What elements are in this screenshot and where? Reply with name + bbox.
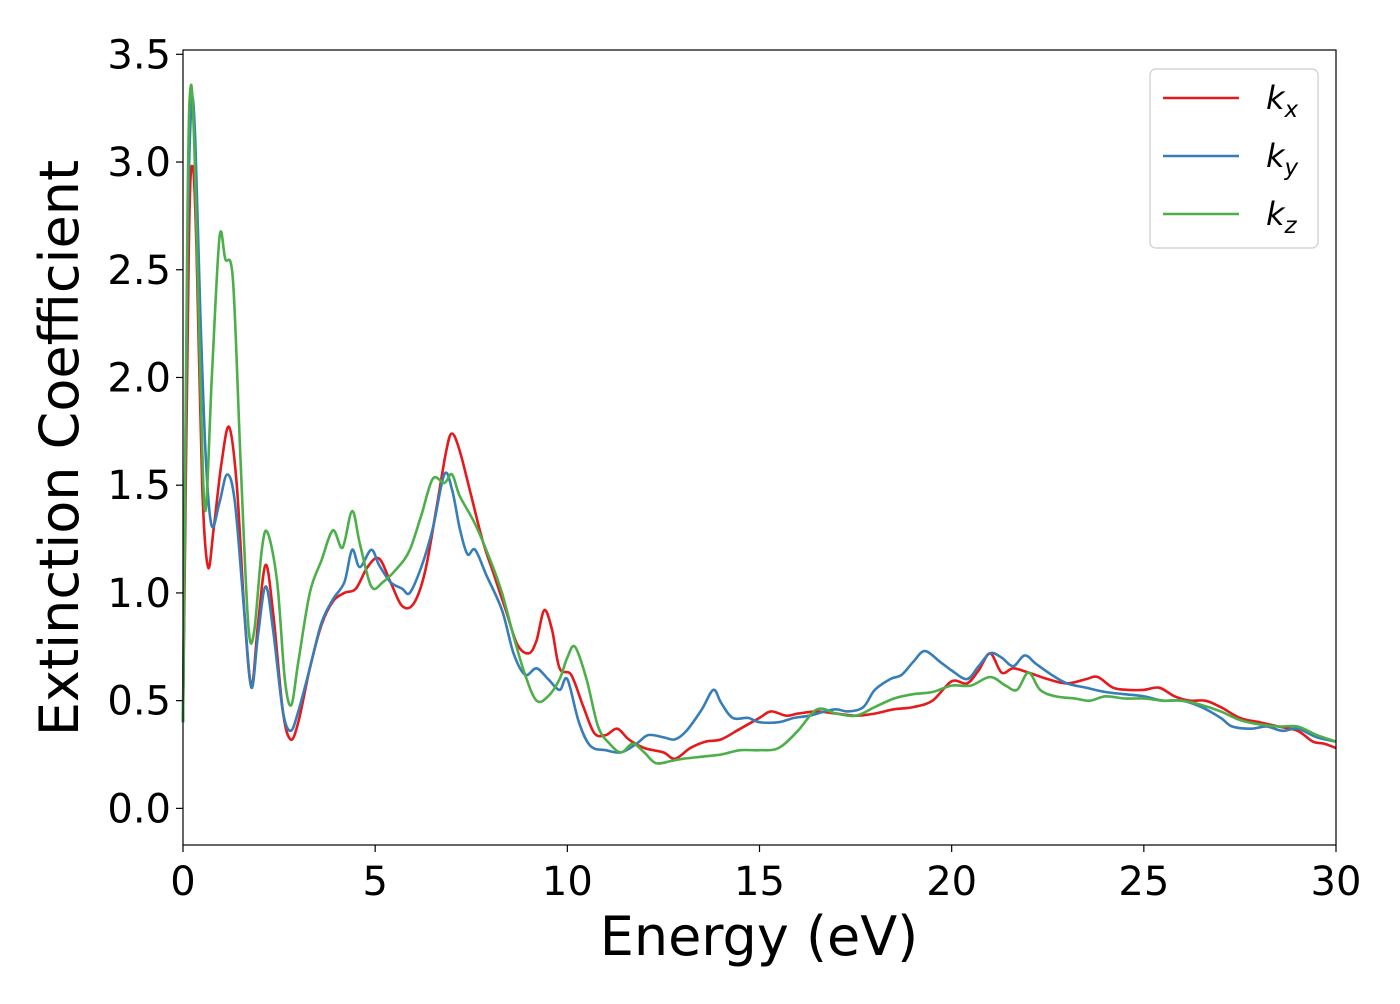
y-tick-label: 1.0 [107, 571, 171, 617]
y-tick-label: 1.5 [107, 463, 171, 509]
y-tick-label: 0.0 [107, 786, 171, 832]
x-tick-label: 15 [734, 859, 785, 905]
series-line-k-z [181, 83, 1337, 765]
series-lines [181, 83, 1337, 765]
y-tick-label: 0.5 [107, 679, 171, 725]
x-axis-ticks: 0 5 10 15 20 25 30 [170, 845, 1361, 905]
series-line-k-y [181, 95, 1337, 754]
x-axis-label: Energy (eV) [600, 905, 919, 968]
x-tick-label: 30 [1311, 859, 1362, 905]
y-tick-label: 3.5 [107, 32, 171, 78]
series-line-k-x [181, 164, 1337, 761]
y-tick-label: 2.0 [107, 355, 171, 401]
legend-box [1149, 68, 1319, 249]
y-tick-label: 2.5 [107, 248, 171, 294]
y-tick-label: 3.0 [107, 140, 171, 186]
x-tick-label: 25 [1118, 859, 1169, 905]
x-tick-label: 10 [542, 859, 593, 905]
x-tick-label: 5 [362, 859, 387, 905]
y-axis-label: Extinction Coefficient [28, 160, 91, 736]
x-tick-label: 0 [170, 859, 195, 905]
y-axis-ticks: 0.0 0.5 1.0 1.5 2.0 2.5 3.0 3.5 [107, 32, 183, 832]
x-tick-label: 20 [926, 859, 977, 905]
